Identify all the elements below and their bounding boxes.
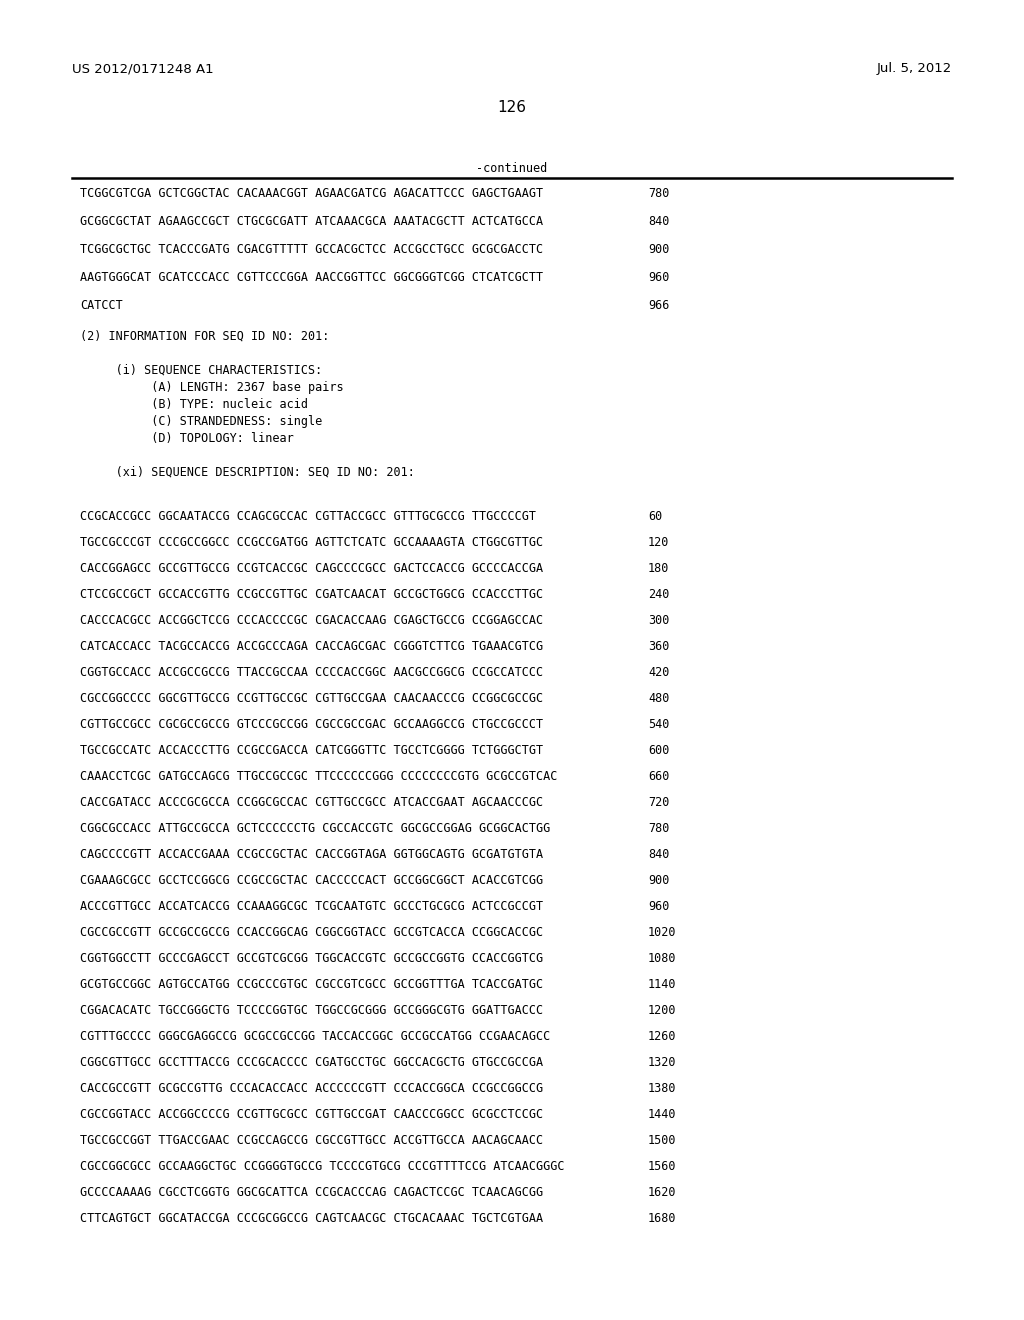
Text: 1320: 1320: [648, 1056, 677, 1069]
Text: GCGTGCCGGC AGTGCCATGG CCGCCCGTGC CGCCGTCGCC GCCGGTTTGA TCACCGATGC: GCGTGCCGGC AGTGCCATGG CCGCCCGTGC CGCCGTC…: [80, 978, 543, 991]
Text: 720: 720: [648, 796, 670, 809]
Text: GCCCCAAAAG CGCCTCGGTG GGCGCATTCA CCGCACCCAG CAGACTCCGC TCAACAGCGG: GCCCCAAAAG CGCCTCGGTG GGCGCATTCA CCGCACC…: [80, 1185, 543, 1199]
Text: 126: 126: [498, 100, 526, 115]
Text: TCGGCGCTGC TCACCCGATG CGACGTTTTT GCCACGCTCC ACCGCCTGCC GCGCGACCTC: TCGGCGCTGC TCACCCGATG CGACGTTTTT GCCACGC…: [80, 243, 543, 256]
Text: 780: 780: [648, 822, 670, 836]
Text: 840: 840: [648, 847, 670, 861]
Text: TGCCGCCCGT CCCGCCGGCC CCGCCGATGG AGTTCTCATC GCCAAAAGTA CTGGCGTTGC: TGCCGCCCGT CCCGCCGGCC CCGCCGATGG AGTTCTC…: [80, 536, 543, 549]
Text: CGAAAGCGCC GCCTCCGGCG CCGCCGCTAC CACCCCCACT GCCGGCGGCT ACACCGTCGG: CGAAAGCGCC GCCTCCGGCG CCGCCGCTAC CACCCCC…: [80, 874, 543, 887]
Text: CTCCGCCGCT GCCACCGTTG CCGCCGTTGC CGATCAACAT GCCGCTGGCG CCACCCTTGC: CTCCGCCGCT GCCACCGTTG CCGCCGTTGC CGATCAA…: [80, 587, 543, 601]
Text: CGCCGCCGTT GCCGCCGCCG CCACCGGCAG CGGCGGTACC GCCGTCACCA CCGGCACCGC: CGCCGCCGTT GCCGCCGCCG CCACCGGCAG CGGCGGT…: [80, 927, 543, 939]
Text: CGCCGGCCCC GGCGTTGCCG CCGTTGCCGC CGTTGCCGAA CAACAACCCG CCGGCGCCGC: CGCCGGCCCC GGCGTTGCCG CCGTTGCCGC CGTTGCC…: [80, 692, 543, 705]
Text: 1500: 1500: [648, 1134, 677, 1147]
Text: 780: 780: [648, 187, 670, 201]
Text: GCGGCGCTAT AGAAGCCGCT CTGCGCGATT ATCAAACGCA AAATACGCTT ACTCATGCCA: GCGGCGCTAT AGAAGCCGCT CTGCGCGATT ATCAAAC…: [80, 215, 543, 228]
Text: 420: 420: [648, 667, 670, 678]
Text: (B) TYPE: nucleic acid: (B) TYPE: nucleic acid: [80, 399, 308, 411]
Text: 1680: 1680: [648, 1212, 677, 1225]
Text: 1020: 1020: [648, 927, 677, 939]
Text: 180: 180: [648, 562, 670, 576]
Text: (2) INFORMATION FOR SEQ ID NO: 201:: (2) INFORMATION FOR SEQ ID NO: 201:: [80, 330, 330, 343]
Text: 966: 966: [648, 300, 670, 312]
Text: CGGCGTTGCC GCCTTTACCG CCCGCACCCC CGATGCCTGC GGCCACGCTG GTGCCGCCGA: CGGCGTTGCC GCCTTTACCG CCCGCACCCC CGATGCC…: [80, 1056, 543, 1069]
Text: CGTTGCCGCC CGCGCCGCCG GTCCCGCCGG CGCCGCCGAC GCCAAGGCCG CTGCCGCCCT: CGTTGCCGCC CGCGCCGCCG GTCCCGCCGG CGCCGCC…: [80, 718, 543, 731]
Text: 1380: 1380: [648, 1082, 677, 1096]
Text: CACCGCCGTT GCGCCGTTG CCCACACCACC ACCCCCCGTT CCCACCGGCA CCGCCGGCCG: CACCGCCGTT GCGCCGTTG CCCACACCACC ACCCCCC…: [80, 1082, 543, 1096]
Text: 600: 600: [648, 744, 670, 756]
Text: AAGTGGGCAT GCATCCCACC CGTTCCCGGA AACCGGTTCC GGCGGGTCGG CTCATCGCTT: AAGTGGGCAT GCATCCCACC CGTTCCCGGA AACCGGT…: [80, 271, 543, 284]
Text: 840: 840: [648, 215, 670, 228]
Text: CCGCACCGCC GGCAATACCG CCAGCGCCAC CGTTACCGCC GTTTGCGCCG TTGCCCCGT: CCGCACCGCC GGCAATACCG CCAGCGCCAC CGTTACC…: [80, 510, 536, 523]
Text: CAGCCCCGTT ACCACCGAAA CCGCCGCTAC CACCGGTAGA GGTGGCAGTG GCGATGTGTA: CAGCCCCGTT ACCACCGAAA CCGCCGCTAC CACCGGT…: [80, 847, 543, 861]
Text: US 2012/0171248 A1: US 2012/0171248 A1: [72, 62, 214, 75]
Text: 240: 240: [648, 587, 670, 601]
Text: 300: 300: [648, 614, 670, 627]
Text: 480: 480: [648, 692, 670, 705]
Text: CGGCGCCACC ATTGCCGCCA GCTCCCCCCTG CGCCACCGTC GGCGCCGGAG GCGGCACTGG: CGGCGCCACC ATTGCCGCCA GCTCCCCCCTG CGCCAC…: [80, 822, 550, 836]
Text: CGGTGCCACC ACCGCCGCCG TTACCGCCAA CCCCACCGGC AACGCCGGCG CCGCCATCCC: CGGTGCCACC ACCGCCGCCG TTACCGCCAA CCCCACC…: [80, 667, 543, 678]
Text: TGCCGCCATC ACCACCCTTG CCGCCGACCA CATCGGGTTC TGCCTCGGGG TCTGGGCTGT: TGCCGCCATC ACCACCCTTG CCGCCGACCA CATCGGG…: [80, 744, 543, 756]
Text: 960: 960: [648, 271, 670, 284]
Text: CATCACCACC TACGCCACCG ACCGCCCAGA CACCAGCGAC CGGGTCTTCG TGAAACGTCG: CATCACCACC TACGCCACCG ACCGCCCAGA CACCAGC…: [80, 640, 543, 653]
Text: 1560: 1560: [648, 1160, 677, 1173]
Text: CGCCGGTACC ACCGGCCCCG CCGTTGCGCC CGTTGCCGAT CAACCCGGCC GCGCCTCCGC: CGCCGGTACC ACCGGCCCCG CCGTTGCGCC CGTTGCC…: [80, 1107, 543, 1121]
Text: (A) LENGTH: 2367 base pairs: (A) LENGTH: 2367 base pairs: [80, 381, 344, 393]
Text: TGCCGCCGGT TTGACCGAAC CCGCCAGCCG CGCCGTTGCC ACCGTTGCCA AACAGCAACC: TGCCGCCGGT TTGACCGAAC CCGCCAGCCG CGCCGTT…: [80, 1134, 543, 1147]
Text: CAAACCTCGC GATGCCAGCG TTGCCGCCGC TTCCCCCCGGG CCCCCCCCGTG GCGCCGTCAC: CAAACCTCGC GATGCCAGCG TTGCCGCCGC TTCCCCC…: [80, 770, 557, 783]
Text: CGTTTGCCCC GGGCGAGGCCG GCGCCGCCGG TACCACCGGC GCCGCCATGG CCGAACAGCC: CGTTTGCCCC GGGCGAGGCCG GCGCCGCCGG TACCAC…: [80, 1030, 550, 1043]
Text: Jul. 5, 2012: Jul. 5, 2012: [877, 62, 952, 75]
Text: (D) TOPOLOGY: linear: (D) TOPOLOGY: linear: [80, 432, 294, 445]
Text: (i) SEQUENCE CHARACTERISTICS:: (i) SEQUENCE CHARACTERISTICS:: [80, 364, 323, 378]
Text: CGGTGGCCTT GCCCGAGCCT GCCGTCGCGG TGGCACCGTC GCCGCCGGTG CCACCGGTCG: CGGTGGCCTT GCCCGAGCCT GCCGTCGCGG TGGCACC…: [80, 952, 543, 965]
Text: CTTCAGTGCT GGCATACCGA CCCGCGGCCG CAGTCAACGC CTGCACAAAC TGCTCGTGAA: CTTCAGTGCT GGCATACCGA CCCGCGGCCG CAGTCAA…: [80, 1212, 543, 1225]
Text: 1620: 1620: [648, 1185, 677, 1199]
Text: 1260: 1260: [648, 1030, 677, 1043]
Text: ACCCGTTGCC ACCATCACCG CCAAAGGCGC TCGCAATGTC GCCCTGCGCG ACTCCGCCGT: ACCCGTTGCC ACCATCACCG CCAAAGGCGC TCGCAAT…: [80, 900, 543, 913]
Text: CACCCACGCC ACCGGCTCCG CCCACCCCGC CGACACCAAG CGAGCTGCCG CCGGAGCCAC: CACCCACGCC ACCGGCTCCG CCCACCCCGC CGACACC…: [80, 614, 543, 627]
Text: 1080: 1080: [648, 952, 677, 965]
Text: (C) STRANDEDNESS: single: (C) STRANDEDNESS: single: [80, 414, 323, 428]
Text: (xi) SEQUENCE DESCRIPTION: SEQ ID NO: 201:: (xi) SEQUENCE DESCRIPTION: SEQ ID NO: 20…: [80, 466, 415, 479]
Text: CATCCT: CATCCT: [80, 300, 123, 312]
Text: 360: 360: [648, 640, 670, 653]
Text: -continued: -continued: [476, 162, 548, 176]
Text: 1200: 1200: [648, 1005, 677, 1016]
Text: 960: 960: [648, 900, 670, 913]
Text: 1440: 1440: [648, 1107, 677, 1121]
Text: 1140: 1140: [648, 978, 677, 991]
Text: CGGACACATC TGCCGGGCTG TCCCCGGTGC TGGCCGCGGG GCCGGGCGTG GGATTGACCC: CGGACACATC TGCCGGGCTG TCCCCGGTGC TGGCCGC…: [80, 1005, 543, 1016]
Text: 660: 660: [648, 770, 670, 783]
Text: 900: 900: [648, 243, 670, 256]
Text: CACCGGAGCC GCCGTTGCCG CCGTCACCGC CAGCCCCGCC GACTCCACCG GCCCCACCGA: CACCGGAGCC GCCGTTGCCG CCGTCACCGC CAGCCCC…: [80, 562, 543, 576]
Text: 900: 900: [648, 874, 670, 887]
Text: TCGGCGTCGA GCTCGGCTAC CACAAACGGT AGAACGATCG AGACATTCCC GAGCTGAAGT: TCGGCGTCGA GCTCGGCTAC CACAAACGGT AGAACGA…: [80, 187, 543, 201]
Text: CGCCGGCGCC GCCAAGGCTGC CCGGGGTGCCG TCCCCGTGCG CCCGTTTTCCG ATCAACGGGC: CGCCGGCGCC GCCAAGGCTGC CCGGGGTGCCG TCCCC…: [80, 1160, 564, 1173]
Text: 120: 120: [648, 536, 670, 549]
Text: 540: 540: [648, 718, 670, 731]
Text: 60: 60: [648, 510, 663, 523]
Text: CACCGATACC ACCCGCGCCA CCGGCGCCAC CGTTGCCGCC ATCACCGAAT AGCAACCCGC: CACCGATACC ACCCGCGCCA CCGGCGCCAC CGTTGCC…: [80, 796, 543, 809]
